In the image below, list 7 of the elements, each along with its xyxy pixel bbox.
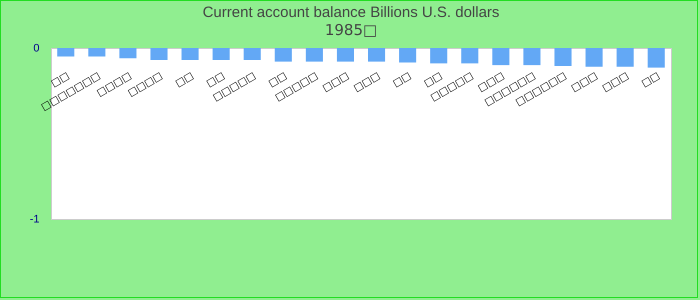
y-tick-label: 0 bbox=[33, 42, 40, 54]
y-tick-label: -1 bbox=[30, 214, 40, 226]
x-tick-label: □□ bbox=[391, 70, 414, 90]
chart-subtitle: 1985□ bbox=[324, 21, 378, 39]
x-tick-label: □□ bbox=[174, 70, 196, 90]
chart-title: Current account balance Billions U.S. dollars bbox=[202, 4, 500, 21]
x-tick-label: □□ bbox=[640, 70, 662, 90]
